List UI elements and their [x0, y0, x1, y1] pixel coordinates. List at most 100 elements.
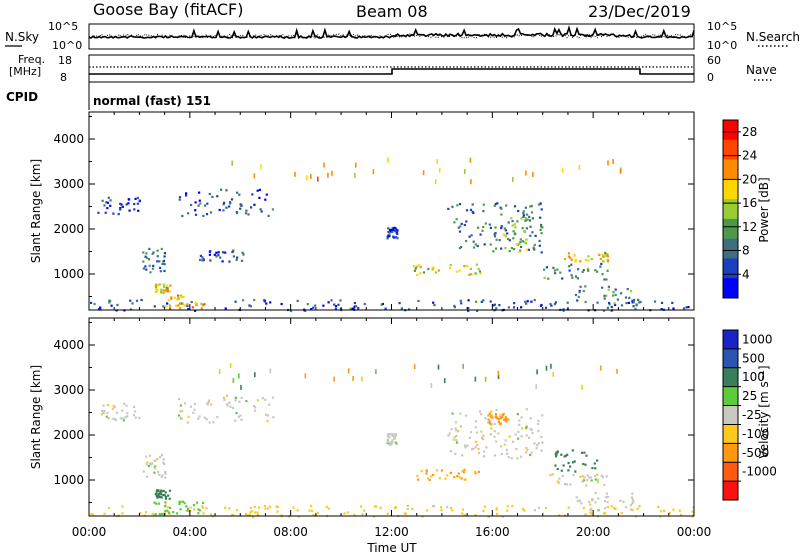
echo-cell [603, 500, 606, 503]
echo-cell [465, 239, 468, 243]
colorbar-segment [723, 443, 738, 463]
echo-cell [215, 251, 218, 254]
echo-cell [186, 303, 189, 306]
colorbar-segment [723, 159, 738, 180]
echo-cell [463, 223, 466, 227]
echo-cell [235, 509, 239, 512]
echo-cell [306, 175, 308, 181]
echo-cell [224, 307, 227, 310]
echo-cell [494, 413, 498, 416]
echo-cell [488, 420, 491, 423]
echo-cell [660, 308, 663, 311]
echo-cell [156, 249, 159, 252]
echo-cell [162, 259, 166, 262]
sparse-echoes [218, 363, 618, 390]
echo-cell [550, 304, 553, 307]
echo-cell [306, 303, 309, 306]
echo-cell [440, 509, 443, 512]
echo-cell [570, 274, 573, 277]
echo-cell [177, 304, 180, 307]
echo-cell [496, 512, 499, 515]
echo-cell [601, 273, 604, 276]
echo-cell [395, 227, 398, 230]
echo-cell [268, 403, 271, 406]
echo-cell [177, 297, 180, 300]
echo-cell [600, 365, 602, 371]
echo-cell [450, 428, 453, 431]
echo-cell [334, 305, 338, 308]
echo-cell [457, 430, 460, 433]
echo-cell [602, 309, 606, 312]
echo-cell [157, 489, 160, 492]
nsky-label: N.Sky [5, 30, 39, 44]
echo-cell [417, 299, 420, 303]
echo-cell [395, 231, 398, 234]
echo-cell [523, 241, 526, 244]
echo-cell [164, 472, 167, 475]
echo-cell [577, 295, 580, 299]
echo-cell [396, 237, 399, 240]
echo-cell [465, 220, 468, 223]
echo-cell [166, 509, 169, 512]
echo-cell [154, 466, 157, 470]
echo-cell [271, 208, 274, 211]
echo-cell [672, 307, 675, 310]
echo-cell [160, 475, 163, 478]
echo-cell [125, 203, 128, 206]
echo-cell [523, 231, 527, 234]
echo-cell [416, 273, 419, 277]
echo-cell [224, 251, 227, 254]
echo-cell [511, 220, 514, 223]
echo-cell [460, 222, 463, 225]
echo-cell [528, 436, 531, 439]
echo-cell [517, 430, 520, 433]
echo-cell [481, 436, 484, 439]
echo-cell [449, 264, 452, 267]
echo-cell [458, 230, 462, 233]
y-tick-label: 3000 [53, 177, 84, 191]
echo-cell [528, 219, 532, 222]
echo-cell [325, 505, 328, 508]
echo-cell [114, 418, 117, 421]
echo-cell [177, 294, 180, 297]
echo-cell [582, 475, 585, 478]
echo-cell [361, 513, 364, 516]
echo-cell [215, 254, 218, 257]
echo-cell [323, 162, 325, 168]
echo-cell [406, 504, 409, 507]
nave-tick-bottom: 0 [707, 71, 714, 84]
echo-cell [231, 160, 233, 166]
echo-cell [507, 237, 510, 240]
echo-cell [393, 437, 396, 440]
echo-cell [687, 306, 690, 309]
echo-cell [463, 468, 466, 471]
echo-cell [347, 368, 350, 374]
echo-cell [189, 405, 192, 408]
echo-cell [536, 369, 538, 375]
echo-cell [472, 240, 475, 243]
echo-cell [106, 411, 109, 415]
echo-cell [525, 447, 528, 450]
echo-cell [168, 511, 171, 514]
echo-cell [471, 210, 474, 213]
echo-cell [476, 244, 479, 248]
echo-cell [472, 246, 476, 249]
echo-cell [395, 236, 398, 239]
echo-cell [494, 415, 497, 418]
echo-cell [537, 429, 540, 433]
echo-cell [567, 255, 570, 258]
echo-cell [596, 270, 599, 273]
echo-cell [177, 414, 181, 417]
echo-cell [179, 500, 182, 503]
colorbar-segment [723, 386, 738, 407]
echo-cell [92, 513, 95, 516]
echo-cell [555, 451, 558, 454]
echo-cell [482, 434, 485, 437]
echo-cell [176, 512, 179, 515]
colorbar-segment [723, 348, 738, 369]
echo-cell [482, 509, 485, 513]
colorbar-segment [723, 258, 738, 279]
echo-cell [417, 478, 420, 481]
echo-cell [477, 451, 481, 455]
echo-cell [392, 235, 395, 238]
